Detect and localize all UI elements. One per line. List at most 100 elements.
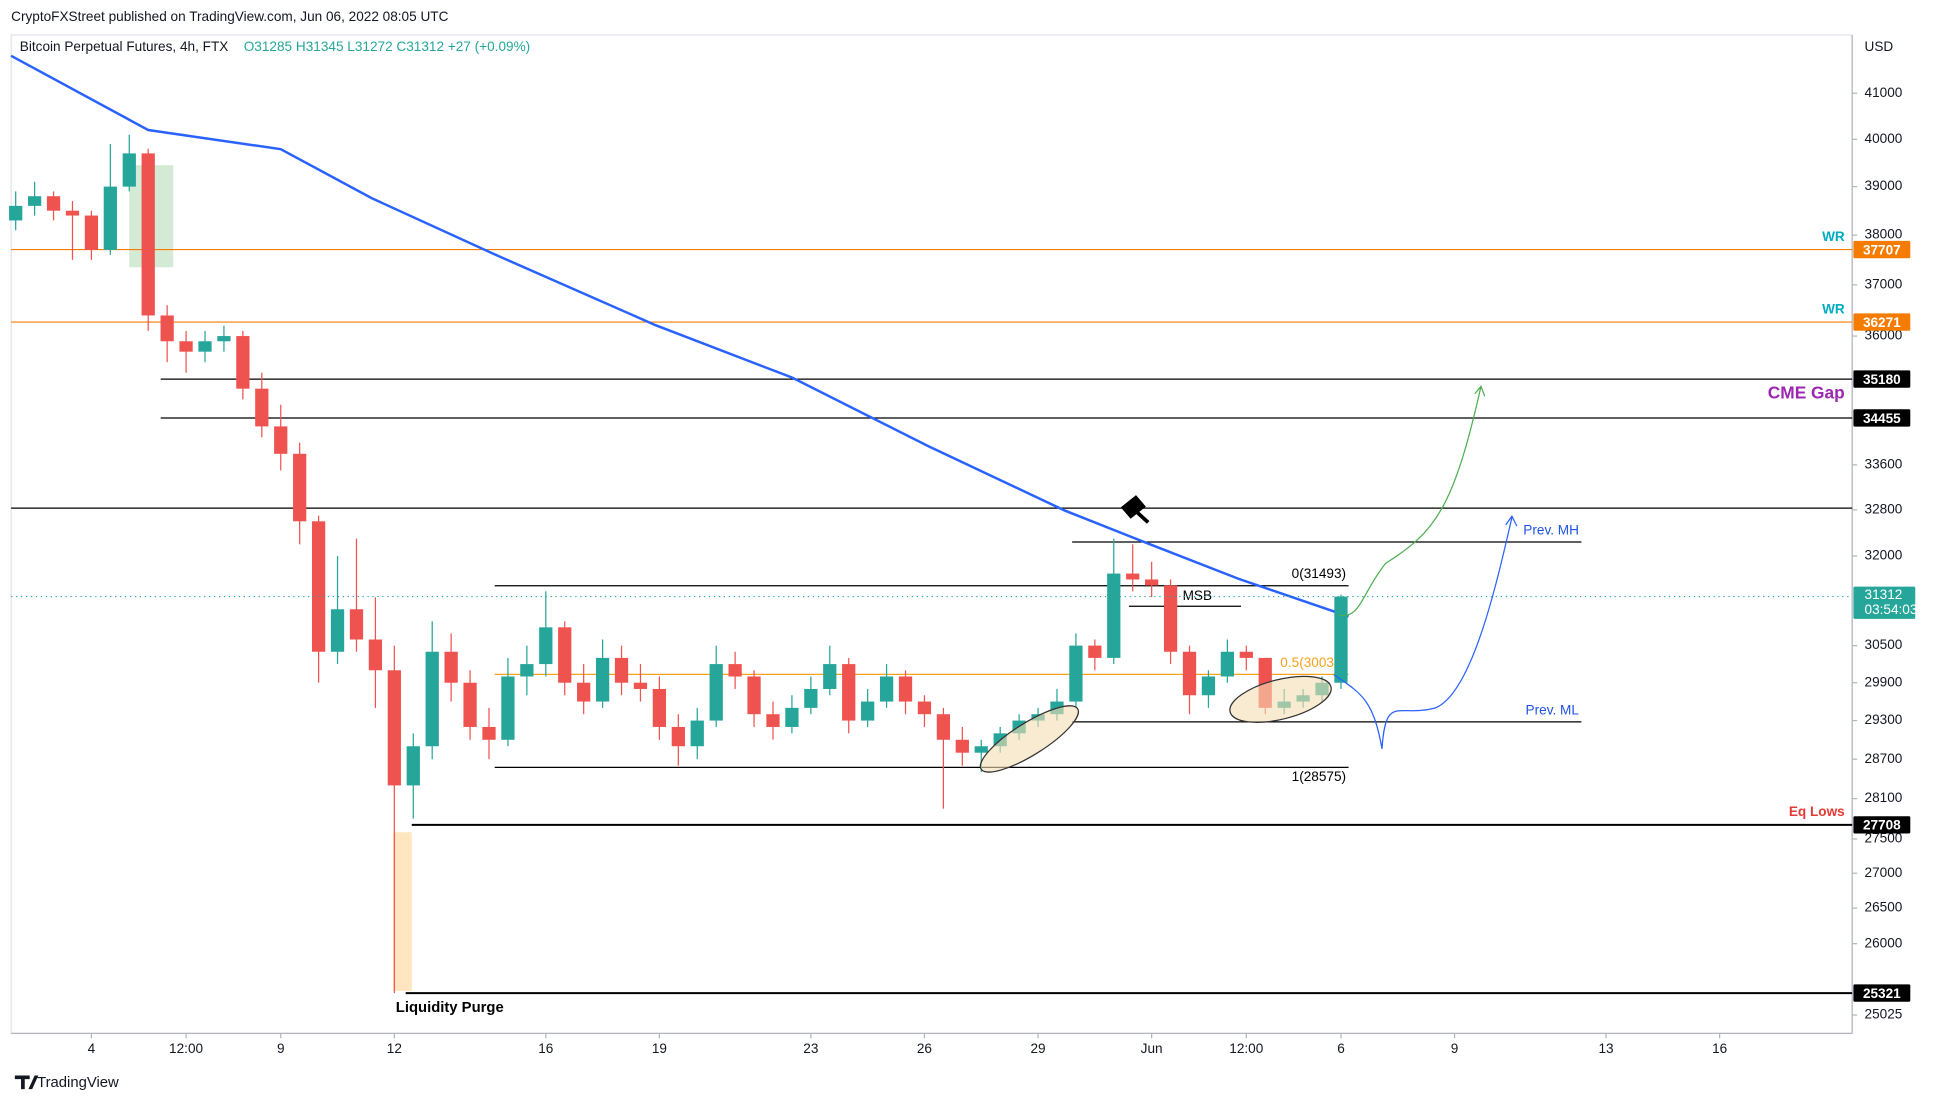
candle-body [406,746,420,786]
y-tick-label: 27500 [1865,831,1903,846]
candle-body [917,701,932,715]
zone [393,832,412,991]
candle-body [861,701,875,721]
y-tick-label: 29300 [1865,712,1903,727]
y-tick-label: 41000 [1865,85,1903,100]
candle-body [936,714,951,740]
x-tick-label: 6 [1337,1041,1345,1056]
candle-body [463,682,477,727]
price-tag-label: 27708 [1863,818,1901,833]
y-tick-label: 30500 [1865,637,1903,652]
candle-body [444,651,458,683]
x-tick-label: 19 [652,1041,667,1056]
x-tick-label: 9 [1451,1041,1459,1056]
candle-body [46,196,61,211]
x-tick-label: 23 [803,1041,818,1056]
candle-body [539,627,553,665]
x-tick-label: 12:00 [169,1041,203,1056]
candle-body [179,341,193,352]
publisher: CryptoFXStreet published on TradingView.… [11,9,448,24]
currency: USD [1865,39,1894,54]
projection [1338,386,1482,617]
arrow-head [1474,385,1486,397]
y-tick-label: 32800 [1865,501,1903,516]
y-tick-label: 28100 [1865,790,1903,805]
level-label: Eq Lows [1789,804,1845,819]
x-tick-label: 12 [387,1041,402,1056]
y-tick-label: 38000 [1865,227,1903,242]
y-tick-label: 37000 [1865,276,1903,291]
price-tag-label: 35180 [1863,372,1901,387]
arrow-head [1505,515,1518,527]
candle-body [747,676,761,715]
candle-body [1239,651,1253,658]
candle-body [1107,573,1121,658]
level-label: Liquidity Purge [396,1000,504,1016]
price-tag [1853,370,1911,388]
candle-body [103,186,117,250]
ohlc-legend: O31285 H31345 L31272 C31312 +27 (+0.09%) [244,39,530,54]
candle-body [330,609,345,652]
price-tag [1853,240,1911,259]
candle-body [898,676,913,702]
level-label: 0.5(30034) [1280,655,1346,670]
candle-body [1088,645,1102,658]
level-label: Prev. ML [1526,702,1580,717]
candle-body [804,688,818,708]
candle-body [955,739,969,753]
candle-body [501,676,515,740]
countdown: 03:54:03 [1865,602,1918,617]
candle-body [1220,651,1235,677]
candle-body [122,153,136,187]
level-label: CME Gap [1768,383,1845,403]
price-tag [1853,313,1911,331]
candle-body [1182,651,1197,696]
level-label: 1(28575) [1292,769,1346,784]
candle-body [1145,579,1159,586]
candle-body [785,707,799,727]
candle-body [236,336,250,389]
candle-body [577,682,591,702]
candle-body [160,315,174,342]
x-tick-label: 16 [1712,1041,1727,1056]
candle-body [842,664,856,721]
y-tick-label: 25025 [1865,1007,1903,1022]
candle-body [652,688,667,727]
x-tick-label: 12:00 [1229,1041,1263,1056]
candle-body [425,651,439,747]
candle-body [27,196,42,206]
price-tag-label: 36271 [1863,315,1901,330]
price-tag-label: 25321 [1863,986,1901,1001]
candle-body [1163,585,1178,652]
candle-body [311,521,326,652]
logo [14,1075,39,1090]
price-tag [1853,816,1911,834]
x-tick-label: 4 [88,1041,96,1056]
footer: TradingView [37,1075,119,1091]
price-tag-label: 37707 [1863,242,1901,257]
y-tick-label: 27000 [1865,865,1903,880]
y-tick-label: 28700 [1865,751,1903,766]
projection [1333,517,1513,749]
candle-body [633,682,648,689]
y-tick-label: 36000 [1865,328,1903,343]
price-tag-label: 34455 [1863,411,1901,426]
x-tick-label: Jun [1141,1041,1163,1056]
candle-body [293,453,307,522]
y-tick-label: 26000 [1865,935,1903,950]
x-tick-label: 26 [917,1041,932,1056]
y-tick-label: 32000 [1865,548,1903,563]
last-price-tag [1853,586,1916,619]
candle-body [141,153,155,316]
candle-body [690,720,704,747]
y-tick-label: 29900 [1865,674,1903,689]
level-label: WR [1822,229,1845,244]
candle-body [1201,676,1216,696]
candle-body [274,426,288,454]
x-tick-label: 9 [277,1041,285,1056]
candle-body [974,746,988,753]
candle-body [879,676,894,702]
